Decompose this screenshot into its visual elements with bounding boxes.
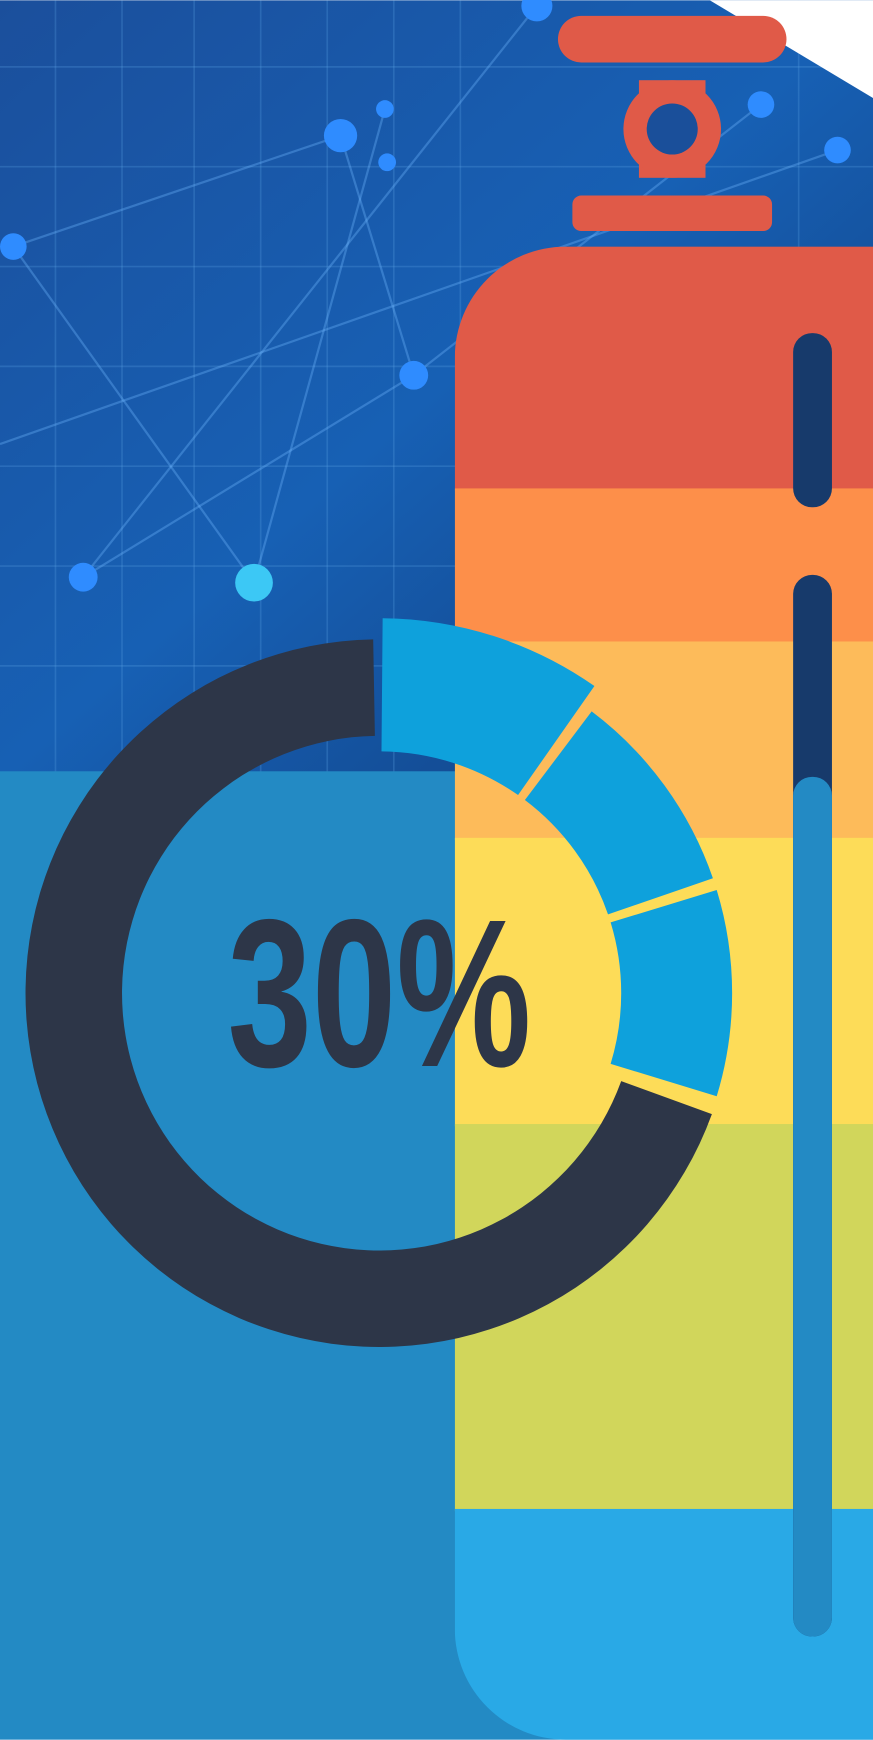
donut-segment (524, 711, 713, 915)
donut-value (381, 618, 733, 1097)
donut-segment (381, 618, 595, 796)
donut-segment (610, 889, 733, 1097)
donut-chart (25, 618, 733, 1347)
percent-label: 30% (228, 875, 532, 1110)
